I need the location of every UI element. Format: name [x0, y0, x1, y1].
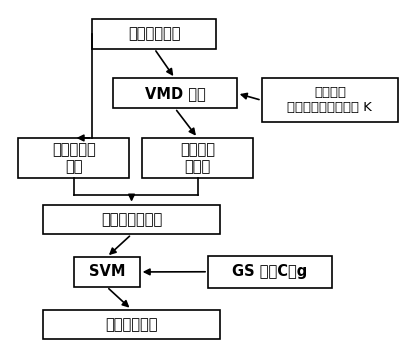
Text: SVM: SVM	[89, 264, 125, 280]
Text: 每个分量
样本熙: 每个分量 样本熙	[180, 142, 215, 174]
FancyBboxPatch shape	[43, 310, 220, 339]
FancyBboxPatch shape	[142, 138, 253, 178]
Text: 原始振动信号: 原始振动信号	[128, 26, 181, 41]
Text: 特征向量归一化: 特征向量归一化	[101, 212, 162, 227]
FancyBboxPatch shape	[92, 19, 216, 49]
FancyBboxPatch shape	[43, 204, 220, 234]
FancyBboxPatch shape	[208, 256, 332, 288]
Text: GS 确定C、g: GS 确定C、g	[233, 264, 307, 279]
FancyBboxPatch shape	[74, 257, 140, 287]
FancyBboxPatch shape	[262, 78, 398, 122]
FancyBboxPatch shape	[18, 138, 129, 178]
Text: 故障诊断结果: 故障诊断结果	[105, 317, 158, 332]
Text: VMD 分解: VMD 分解	[145, 86, 206, 101]
Text: 时域、频域
指标: 时域、频域 指标	[52, 142, 96, 174]
Text: 健康状态
中心频率观察法确定 K: 健康状态 中心频率观察法确定 K	[287, 86, 372, 114]
FancyBboxPatch shape	[113, 78, 237, 108]
